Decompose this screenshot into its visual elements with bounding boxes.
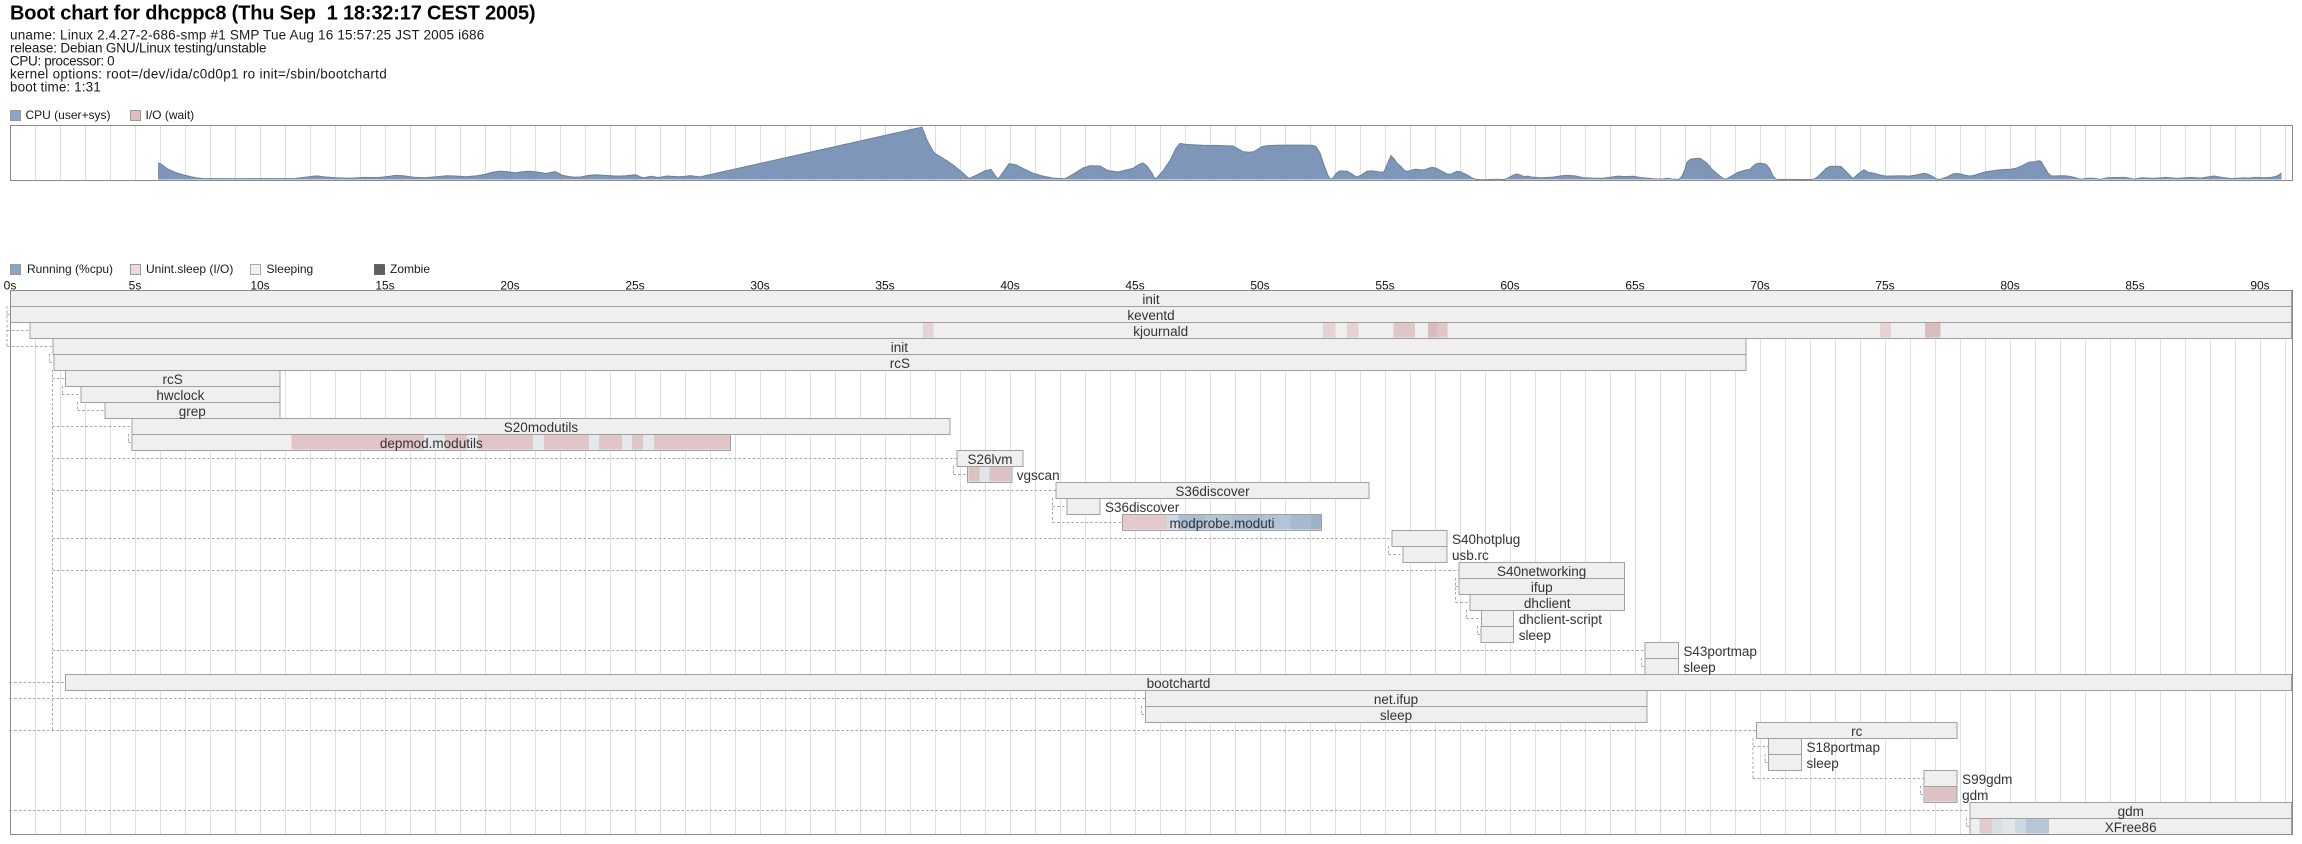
svg-text:kjournald: kjournald [1133,324,1188,339]
svg-text:25s: 25s [625,278,644,292]
svg-text:S36discover: S36discover [1175,484,1250,499]
svg-text:modprobe.moduti: modprobe.moduti [1169,516,1274,531]
svg-text:Unint.sleep (I/O): Unint.sleep (I/O) [146,262,233,276]
svg-text:boot time: 1:31: boot time: 1:31 [10,79,101,94]
svg-text:S40hotplug: S40hotplug [1452,532,1520,547]
svg-text:Running (%cpu): Running (%cpu) [27,262,113,276]
svg-text:Sleeping: Sleeping [267,262,314,276]
svg-text:65s: 65s [1625,278,1644,292]
svg-text:80s: 80s [2000,278,2019,292]
svg-text:Boot chart for dhcppc8 (Thu Se: Boot chart for dhcppc8 (Thu Sep 1 18:32:… [10,3,535,25]
svg-text:S99gdm: S99gdm [1962,772,2012,787]
svg-text:rcS: rcS [163,372,183,387]
svg-text:ifup: ifup [1531,580,1553,595]
svg-text:vgscan: vgscan [1017,468,1060,483]
svg-text:CPU (user+sys): CPU (user+sys) [26,108,111,122]
svg-text:sleep: sleep [1519,628,1551,643]
svg-text:keventd: keventd [1127,308,1174,323]
svg-text:usb.rc: usb.rc [1452,548,1489,563]
svg-text:dhclient-script: dhclient-script [1519,612,1603,627]
svg-text:hwclock: hwclock [156,388,204,403]
svg-text:10s: 10s [250,278,269,292]
svg-text:S26lvm: S26lvm [968,452,1013,467]
svg-text:I/O (wait): I/O (wait) [146,108,195,122]
svg-text:sleep: sleep [1380,708,1412,723]
svg-text:55s: 55s [1375,278,1394,292]
svg-text:15s: 15s [375,278,394,292]
svg-text:sleep: sleep [1807,756,1839,771]
svg-text:XFree86: XFree86 [2105,820,2157,835]
svg-text:50s: 50s [1250,278,1269,292]
svg-text:75s: 75s [1875,278,1894,292]
svg-text:kernel options: root=/dev/ida/: kernel options: root=/dev/ida/c0d0p1 ro … [10,66,387,81]
svg-text:Zombie: Zombie [390,262,430,276]
svg-text:release: Debian GNU/Linux test: release: Debian GNU/Linux testing/unstab… [10,40,266,55]
svg-text:20s: 20s [500,278,519,292]
svg-text:S36discover: S36discover [1105,500,1180,515]
svg-text:30s: 30s [750,278,769,292]
svg-text:rcS: rcS [890,356,910,371]
svg-text:CPU: processor: 0: CPU: processor: 0 [10,53,114,68]
svg-text:gdm: gdm [2118,804,2144,819]
svg-text:dhclient: dhclient [1524,596,1571,611]
svg-text:S18portmap: S18portmap [1807,740,1881,755]
svg-text:init: init [891,340,909,355]
svg-text:bootchartd: bootchartd [1147,676,1211,691]
svg-text:45s: 45s [1125,278,1144,292]
svg-text:5s: 5s [129,278,142,292]
svg-text:35s: 35s [875,278,894,292]
svg-text:0s: 0s [4,278,17,292]
svg-text:S43portmap: S43portmap [1683,644,1757,659]
svg-text:sleep: sleep [1683,660,1715,675]
svg-text:net.ifup: net.ifup [1374,692,1418,707]
svg-text:85s: 85s [2125,278,2144,292]
svg-text:gdm: gdm [1962,788,1988,803]
svg-text:grep: grep [179,404,206,419]
svg-text:60s: 60s [1500,278,1519,292]
svg-text:S40networking: S40networking [1497,564,1586,579]
svg-text:rc: rc [1851,724,1862,739]
svg-text:90s: 90s [2250,278,2269,292]
svg-text:S20modutils: S20modutils [504,420,579,435]
svg-text:70s: 70s [1750,278,1769,292]
svg-text:init: init [1142,292,1160,307]
svg-text:uname: Linux 2.4.27-2-686-smp: uname: Linux 2.4.27-2-686-smp #1 SMP Tue… [10,27,484,42]
svg-text:40s: 40s [1000,278,1019,292]
svg-text:depmod.modutils: depmod.modutils [380,436,483,451]
